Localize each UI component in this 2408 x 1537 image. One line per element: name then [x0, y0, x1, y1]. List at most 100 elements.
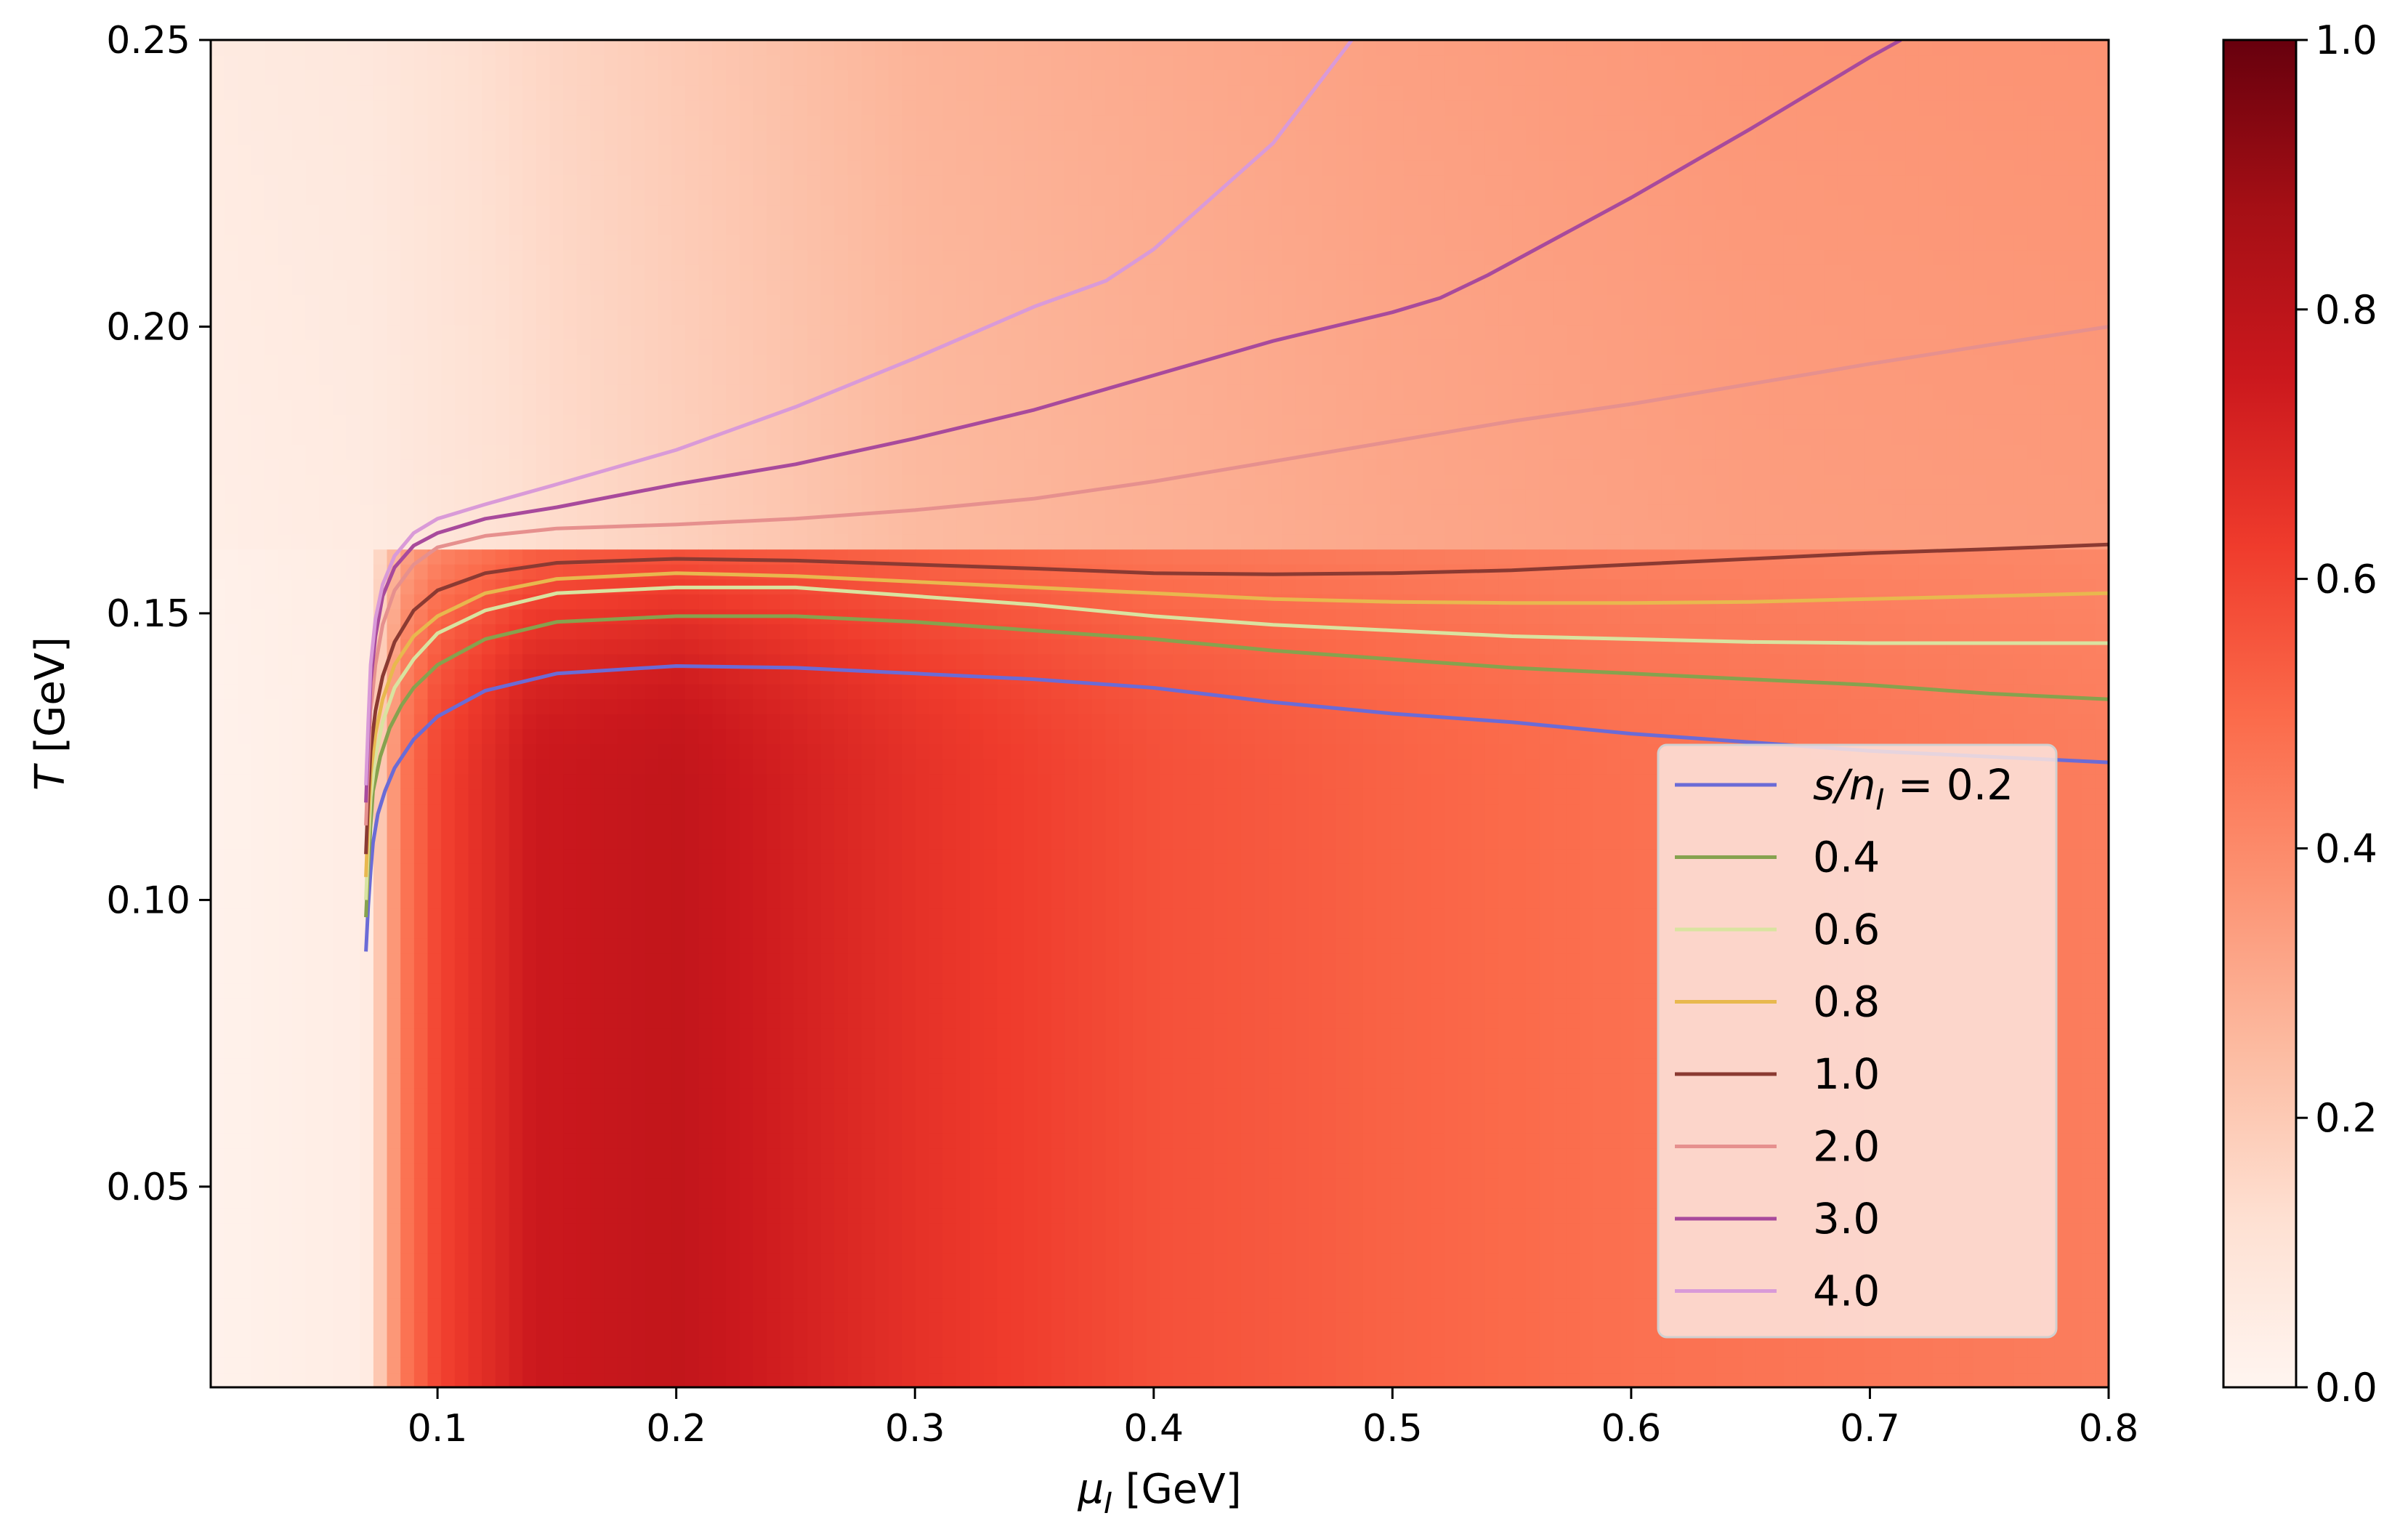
heatmap-cell — [495, 279, 510, 295]
heatmap-cell — [332, 84, 347, 101]
heatmap-cell — [888, 339, 903, 355]
heatmap-cell — [482, 1372, 496, 1387]
heatmap-cell — [847, 833, 862, 850]
heatmap-cell — [413, 444, 429, 460]
heatmap-cell — [305, 219, 320, 235]
heatmap-cell — [590, 414, 605, 430]
heatmap-cell — [726, 324, 740, 340]
heatmap-cell — [726, 265, 740, 281]
heatmap-cell — [631, 115, 645, 131]
heatmap-cell — [563, 698, 578, 714]
heatmap-cell — [454, 1238, 469, 1254]
heatmap-cell — [346, 1193, 361, 1209]
heatmap-cell — [346, 983, 361, 999]
heatmap-cell — [698, 714, 714, 730]
heatmap-cell — [847, 893, 862, 909]
heatmap-cell — [495, 444, 510, 460]
heatmap-cell — [645, 624, 659, 640]
heatmap-cell — [360, 70, 374, 86]
heatmap-cell — [549, 1252, 564, 1268]
heatmap-cell — [522, 279, 537, 295]
heatmap-cell — [658, 1088, 673, 1104]
heatmap-cell — [820, 369, 836, 385]
heatmap-cell — [590, 204, 605, 220]
heatmap-cell — [888, 70, 903, 86]
heatmap-cell — [522, 1177, 537, 1193]
heatmap-cell — [631, 265, 645, 281]
heatmap-cell — [590, 728, 605, 744]
heatmap-cell — [916, 683, 930, 700]
heatmap-cell — [916, 145, 930, 161]
heatmap-cell — [387, 324, 401, 340]
heatmap-cell — [820, 818, 836, 834]
heatmap-cell — [522, 728, 537, 744]
heatmap-cell — [441, 174, 456, 190]
heatmap-cell — [820, 219, 836, 235]
heatmap-cell — [238, 204, 252, 220]
heatmap-cell — [454, 384, 469, 400]
heatmap-cell — [942, 474, 957, 490]
heatmap-cell — [563, 1252, 578, 1268]
heatmap-cell — [739, 923, 754, 939]
heatmap-cell — [319, 1282, 334, 1299]
heatmap-cell — [332, 788, 347, 804]
heatmap-cell — [360, 84, 374, 101]
heatmap-cell — [400, 1372, 415, 1387]
heatmap-cell — [698, 848, 714, 864]
heatmap-cell — [942, 1282, 957, 1299]
heatmap-cell — [468, 339, 482, 355]
heatmap-cell — [861, 354, 876, 370]
heatmap-cell — [631, 1342, 645, 1358]
heatmap-cell — [441, 773, 456, 789]
heatmap-cell — [454, 1043, 469, 1059]
heatmap-cell — [563, 354, 578, 370]
heatmap-cell — [942, 564, 957, 580]
heatmap-cell — [238, 129, 252, 145]
heatmap-cell — [739, 279, 754, 295]
heatmap-cell — [658, 788, 673, 804]
heatmap-cell — [726, 1088, 740, 1104]
heatmap-cell — [847, 234, 862, 251]
heatmap-cell — [400, 938, 415, 954]
heatmap-cell — [861, 1207, 876, 1224]
heatmap-cell — [820, 1297, 836, 1313]
heatmap-cell — [671, 70, 686, 86]
heatmap-cell — [753, 1013, 767, 1029]
heatmap-cell — [346, 174, 361, 190]
heatmap-cell — [211, 414, 225, 430]
heatmap-cell — [536, 115, 551, 131]
heatmap-cell — [264, 279, 280, 295]
heatmap-cell — [590, 938, 605, 954]
heatmap-cell — [413, 1312, 429, 1328]
heatmap-cell — [793, 84, 808, 101]
heatmap-cell — [576, 354, 591, 370]
heatmap-cell — [861, 1327, 876, 1343]
heatmap-cell — [929, 489, 944, 505]
heatmap-cell — [495, 204, 510, 220]
heatmap-cell — [942, 1207, 957, 1224]
heatmap-cell — [929, 40, 944, 56]
heatmap-cell — [753, 803, 767, 819]
heatmap-cell — [726, 1177, 740, 1193]
heatmap-cell — [264, 1193, 280, 1209]
heatmap-cell — [387, 818, 401, 834]
heatmap-cell — [413, 564, 429, 580]
heatmap-cell — [427, 698, 442, 714]
heatmap-cell — [346, 294, 361, 310]
heatmap-cell — [834, 1282, 849, 1299]
heatmap-cell — [332, 998, 347, 1014]
heatmap-cell — [413, 55, 429, 70]
heatmap-cell — [807, 474, 822, 490]
heatmap-cell — [631, 1132, 645, 1149]
heatmap-cell — [861, 1028, 876, 1044]
heatmap-cell — [834, 639, 849, 655]
heatmap-cell — [563, 1312, 578, 1328]
heatmap-cell — [495, 863, 510, 879]
heatmap-cell — [875, 1088, 889, 1104]
heatmap-cell — [576, 1132, 591, 1149]
heatmap-cell — [251, 339, 266, 355]
heatmap-cell — [576, 309, 591, 326]
heatmap-cell — [291, 1312, 307, 1328]
heatmap-cell — [820, 714, 836, 730]
heatmap-cell — [482, 653, 496, 669]
